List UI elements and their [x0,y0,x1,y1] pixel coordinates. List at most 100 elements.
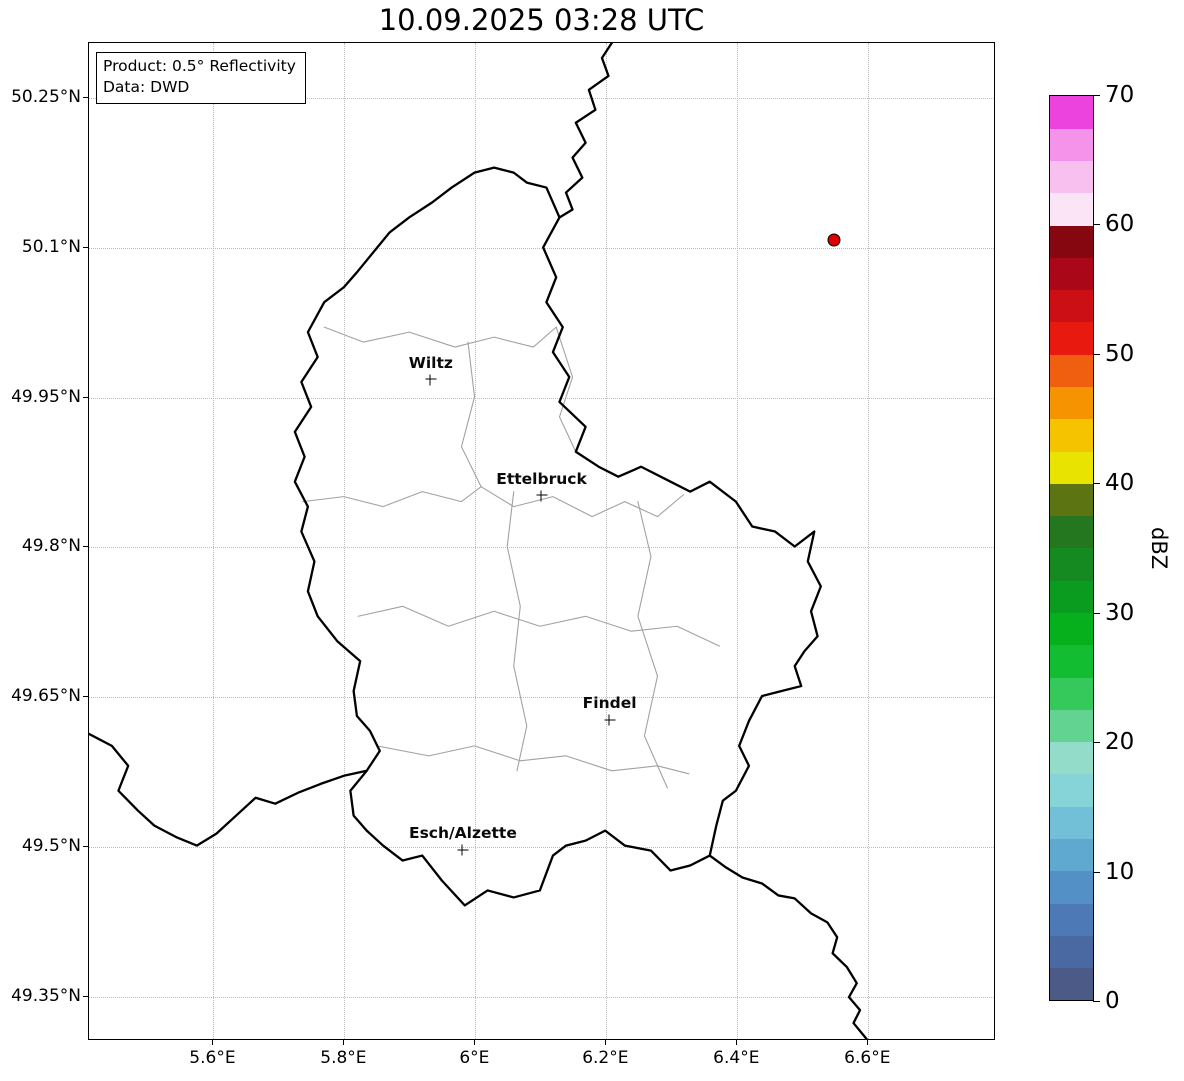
y-axis-tick-label: 49.65°N [11,686,81,707]
colorbar-tick-label: 60 [1105,211,1135,238]
colorbar-tick-mark [1093,742,1100,744]
gridline-horizontal [89,997,994,999]
x-axis-tick-label: 6.6°E [844,1048,891,1068]
france-germany-border [710,856,867,1039]
colorbar-segment [1050,741,1093,775]
canton-border-line [303,487,481,507]
gridline-vertical [606,43,608,1039]
gridline-vertical [868,43,870,1039]
y-axis-tick-mark [83,246,88,248]
gridline-vertical [213,43,215,1039]
colorbar-segment [1050,225,1093,258]
colorbar-segment [1050,96,1093,129]
x-axis-tick-mark [474,1040,476,1045]
colorbar-segment [1050,580,1093,614]
x-axis-tick-mark [212,1040,214,1045]
gridline-horizontal [89,397,994,399]
city-plus-icon [457,844,469,856]
gridline-horizontal [89,97,994,99]
gridline-vertical [737,43,739,1039]
y-axis-tick-mark [83,396,88,398]
grid-layer [89,43,994,1039]
canton-border-line [324,327,556,347]
city-label: Esch/Alzette [408,824,517,843]
colorbar-segment [1050,903,1093,936]
plus-vertical [429,374,431,386]
colorbar-tick-mark [1093,483,1100,485]
colorbar-tick-label: 30 [1105,599,1135,626]
colorbar-segment [1050,354,1093,388]
plus-vertical [461,844,463,856]
colorbar-segment [1050,709,1093,743]
info-data-source: Data: DWD [103,77,190,96]
plus-horizontal [604,719,616,721]
colorbar-segment [1050,838,1093,872]
y-axis-tick-mark [83,546,88,548]
belgium-germany-border [559,43,611,217]
city-label: Findel [582,694,637,713]
colorbar-segment [1050,806,1093,840]
colorbar-segment [1050,322,1093,355]
plus-horizontal [457,849,469,851]
x-axis-tick-mark [867,1040,869,1045]
y-axis-tick-label: 49.5°N [21,836,81,857]
canton-border-line [638,502,667,788]
colorbar-tick-label: 0 [1105,988,1120,1014]
canton-border-line [461,342,481,487]
colorbar-tick-label: 70 [1105,82,1135,108]
y-axis-tick-label: 50.25°N [11,86,81,107]
radar-site-dot [827,233,841,247]
city-plus-icon [536,490,548,502]
x-axis-tick-label: 6.4°E [713,1048,760,1068]
colorbar [1049,95,1094,1001]
info-box: Product: 0.5° Reflectivity Data: DWD [96,52,306,104]
x-axis-tick-mark [605,1040,607,1045]
plus-horizontal [536,494,548,496]
y-axis-tick-mark [83,96,88,98]
canton-border-line [358,606,719,646]
colorbar-segment [1050,483,1093,517]
gridline-horizontal [89,847,994,849]
city-plus-icon [425,374,437,386]
x-axis-tick-mark [736,1040,738,1045]
colorbar-tick-mark [1093,353,1100,355]
x-axis-tick-label: 6°E [459,1048,490,1068]
colorbar-tick-mark [1093,224,1100,226]
colorbar-tick-label: 50 [1105,340,1135,367]
colorbar-segment [1050,612,1093,646]
y-axis-tick-mark [83,996,88,998]
canton-border-line [556,327,576,452]
x-axis-tick-label: 5.6°E [189,1048,236,1068]
colorbar-tick-mark [1093,95,1100,96]
x-axis-tick-label: 5.8°E [320,1048,367,1068]
colorbar-segment [1050,128,1093,162]
colorbar-segment [1050,644,1093,678]
y-axis-tick-label: 49.8°N [21,536,81,557]
colorbar-label-wrap: dBZ [1144,95,1174,1001]
plus-horizontal [425,378,437,380]
colorbar-segment [1050,192,1093,226]
france-belgium-border [89,734,367,846]
gridline-vertical [344,43,346,1039]
map-plot-area: Wiltz Ettelbruck Findel Esch/Alzette Produc… [88,42,995,1040]
colorbar-segment [1050,548,1093,581]
city-label: Ettelbruck [496,469,587,488]
colorbar-tick-label: 20 [1105,729,1135,756]
colorbar-tick-mark [1093,871,1100,873]
gridline-horizontal [89,247,994,249]
gridline-vertical [475,43,477,1039]
city-plus-icon [604,714,616,726]
info-product: Product: 0.5° Reflectivity [103,57,296,75]
colorbar-segment [1050,386,1093,420]
x-axis-tick-label: 6.2°E [582,1048,629,1068]
colorbar-tick-mark [1093,612,1100,614]
colorbar-segment [1050,870,1093,904]
canton-border-line [481,487,684,517]
colorbar-label: dBZ [1147,526,1171,570]
colorbar-segment [1050,451,1093,484]
colorbar-tick-label: 10 [1105,858,1135,885]
y-axis-tick-label: 49.35°N [11,986,81,1007]
gridline-horizontal [89,697,994,699]
colorbar-segment [1050,160,1093,194]
